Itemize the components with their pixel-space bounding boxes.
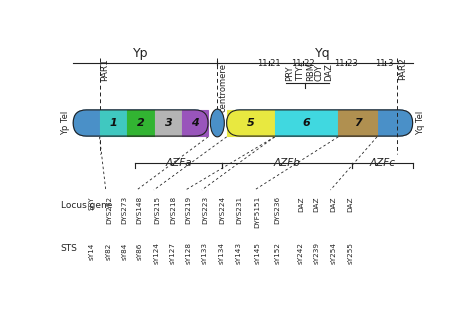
Text: STS: STS <box>61 244 78 253</box>
Text: sY145: sY145 <box>255 242 261 264</box>
Text: sY128: sY128 <box>186 242 191 264</box>
Text: PAR2: PAR2 <box>398 58 407 80</box>
Text: sY143: sY143 <box>236 242 242 264</box>
Bar <box>227 110 275 136</box>
Text: PRY: PRY <box>285 66 294 81</box>
Text: 5: 5 <box>247 118 255 128</box>
Bar <box>127 110 155 136</box>
Text: DYS218: DYS218 <box>170 196 176 224</box>
Bar <box>338 110 377 136</box>
Text: sY84: sY84 <box>121 242 127 260</box>
Text: sY134: sY134 <box>219 242 225 264</box>
Text: 1: 1 <box>109 118 117 128</box>
Text: DYS224: DYS224 <box>219 196 225 224</box>
Text: sY82: sY82 <box>106 242 112 260</box>
Text: DAZ: DAZ <box>330 196 337 212</box>
Bar <box>182 110 208 136</box>
Ellipse shape <box>210 109 224 137</box>
Text: DYS236: DYS236 <box>275 196 281 224</box>
Text: DYF5151: DYF5151 <box>255 196 261 228</box>
Text: 2: 2 <box>137 118 145 128</box>
Text: 11.22: 11.22 <box>292 59 315 68</box>
Text: CDY: CDY <box>315 64 324 81</box>
Bar <box>100 110 127 136</box>
Text: DYS231: DYS231 <box>236 196 242 224</box>
Text: AZFa: AZFa <box>165 158 192 168</box>
Text: DYS219: DYS219 <box>186 196 191 224</box>
Text: 7: 7 <box>354 118 362 128</box>
Text: 11.21: 11.21 <box>257 59 280 68</box>
FancyBboxPatch shape <box>73 110 208 136</box>
Text: sY254: sY254 <box>330 242 337 264</box>
Text: sY255: sY255 <box>347 242 354 264</box>
Text: Yp: Yp <box>133 47 148 60</box>
Text: Yq Tel: Yq Tel <box>416 111 425 135</box>
Text: sY127: sY127 <box>170 242 176 264</box>
Text: 4: 4 <box>191 118 199 128</box>
Text: DAZ: DAZ <box>347 196 354 212</box>
Text: 3: 3 <box>164 118 173 128</box>
Text: sY14: sY14 <box>89 242 95 260</box>
Text: AZFc: AZFc <box>369 158 395 168</box>
Text: 6: 6 <box>302 118 310 128</box>
Text: sY86: sY86 <box>137 242 143 260</box>
Text: DAZ: DAZ <box>324 63 333 81</box>
Text: 11.23: 11.23 <box>334 59 358 68</box>
Text: DYS273: DYS273 <box>121 196 127 224</box>
Text: sY152: sY152 <box>275 242 281 264</box>
Text: sY239: sY239 <box>313 242 319 264</box>
Text: DAZ: DAZ <box>313 196 319 212</box>
Text: centromere: centromere <box>218 63 227 112</box>
Text: sY124: sY124 <box>154 242 160 264</box>
Text: Locus gene: Locus gene <box>61 201 112 210</box>
Bar <box>155 110 182 136</box>
Text: DYS215: DYS215 <box>154 196 160 224</box>
Text: sY133: sY133 <box>202 242 208 264</box>
Text: Yq: Yq <box>315 47 330 60</box>
FancyBboxPatch shape <box>227 110 413 136</box>
Text: Yp Tel: Yp Tel <box>61 111 70 135</box>
Text: AZFb: AZFb <box>273 158 301 168</box>
Text: DYS148: DYS148 <box>137 196 143 224</box>
Text: DAZ: DAZ <box>298 196 304 212</box>
Text: 11.3: 11.3 <box>375 59 394 68</box>
Text: DYS272: DYS272 <box>106 196 112 224</box>
Text: DYS223: DYS223 <box>202 196 208 224</box>
Text: RBM: RBM <box>306 62 315 81</box>
Text: TTY2: TTY2 <box>296 61 305 81</box>
Text: sY242: sY242 <box>298 242 304 264</box>
Bar <box>275 110 338 136</box>
Text: SRY: SRY <box>89 196 95 209</box>
Text: PAR1: PAR1 <box>100 58 109 81</box>
